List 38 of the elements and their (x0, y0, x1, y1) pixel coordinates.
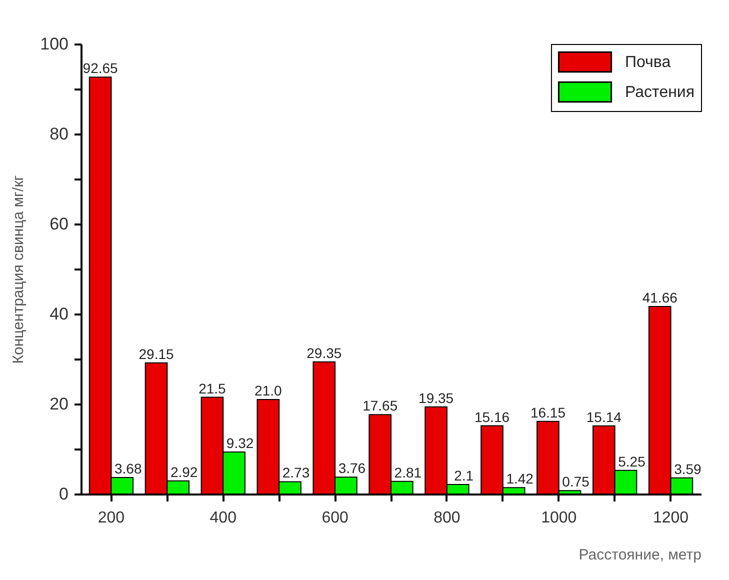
data-label: 3.59 (674, 460, 702, 477)
data-label: 2.81 (394, 464, 422, 480)
data-label: 0.75 (562, 474, 590, 490)
y-tick-label: 60 (50, 214, 68, 234)
x-tick-label: 600 (322, 510, 348, 526)
x-axis-title: Расстояние, метр (578, 546, 702, 564)
x-tick-label: 1200 (652, 510, 689, 526)
y-tick-label: 0 (59, 484, 68, 504)
data-label: 41.66 (642, 290, 678, 306)
data-label: 9.32 (226, 435, 254, 452)
x-tick-label: 400 (210, 510, 237, 526)
y-tick-label: 40 (50, 304, 68, 324)
x-tick-label: 1000 (541, 510, 577, 526)
data-label: 21.0 (254, 382, 282, 398)
data-label: 16.15 (530, 404, 566, 420)
data-label: 29.15 (138, 346, 174, 362)
data-label: 15.16 (474, 408, 510, 425)
x-tick-label: 800 (434, 510, 460, 526)
data-label: 1.42 (506, 470, 534, 487)
data-label: 15.14 (586, 408, 622, 425)
x-tick-label: 200 (98, 510, 125, 526)
y-tick-label: 80 (50, 124, 68, 144)
y-axis-title: Концентрация свинца мг/кг (10, 174, 28, 364)
legend-label: Почва (625, 54, 671, 71)
data-label: 2.92 (170, 464, 198, 480)
data-label: 3.76 (338, 460, 366, 476)
data-label: 17.65 (362, 398, 398, 414)
data-label: 2.1 (454, 468, 474, 484)
legend-label: Растения (625, 84, 695, 101)
data-label: 5.25 (618, 453, 646, 470)
data-label: 3.68 (114, 460, 142, 476)
data-label: 2.73 (282, 464, 310, 481)
data-label: 92.65 (82, 60, 118, 76)
y-tick-label: 20 (50, 394, 68, 414)
data-label: 21.5 (198, 380, 226, 396)
data-label: 19.35 (418, 390, 454, 406)
data-label: 29.35 (306, 344, 342, 361)
y-tick-label: 100 (40, 34, 68, 54)
